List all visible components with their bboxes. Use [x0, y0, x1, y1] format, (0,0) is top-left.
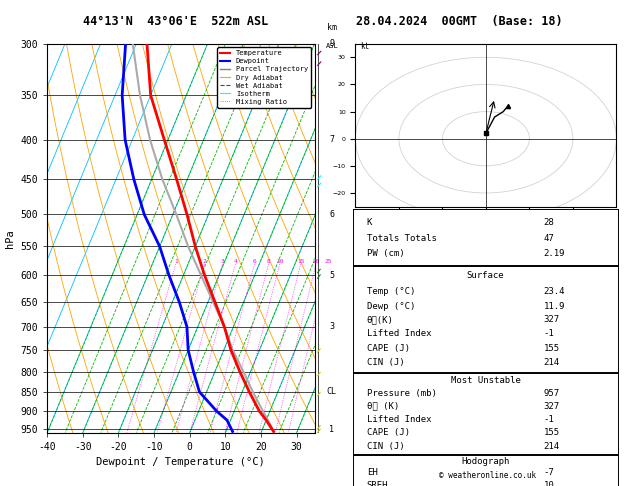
Text: 44°13'N  43°06'E  522m ASL: 44°13'N 43°06'E 522m ASL	[84, 15, 269, 28]
Text: 7: 7	[330, 136, 334, 144]
Text: ASL: ASL	[325, 43, 338, 49]
Text: km: km	[327, 23, 337, 33]
Text: Most Unstable: Most Unstable	[450, 376, 521, 384]
Text: Lifted Index: Lifted Index	[367, 329, 431, 338]
Text: θᴇ (K): θᴇ (K)	[367, 402, 399, 411]
Text: Totals Totals: Totals Totals	[367, 234, 437, 243]
Text: 6: 6	[330, 210, 334, 219]
Text: CL: CL	[327, 387, 337, 397]
Text: -7: -7	[543, 469, 554, 477]
Text: 5: 5	[330, 271, 334, 280]
Text: 155: 155	[543, 344, 560, 353]
Text: 327: 327	[543, 402, 560, 411]
Y-axis label: hPa: hPa	[5, 229, 15, 247]
Text: SREH: SREH	[367, 481, 388, 486]
Text: 1: 1	[330, 425, 334, 434]
Text: Lifted Index: Lifted Index	[367, 415, 431, 424]
Text: 23.4: 23.4	[543, 287, 565, 296]
Text: 1: 1	[174, 259, 177, 264]
Text: kt: kt	[360, 42, 369, 51]
Text: CIN (J): CIN (J)	[367, 442, 404, 451]
Text: 10: 10	[276, 259, 284, 264]
Text: -1: -1	[543, 415, 554, 424]
Text: 47: 47	[543, 234, 554, 243]
Text: 327: 327	[543, 315, 560, 324]
Text: 2.19: 2.19	[543, 249, 565, 258]
Text: 8: 8	[267, 259, 270, 264]
Text: Surface: Surface	[467, 271, 504, 280]
Text: 11.9: 11.9	[543, 302, 565, 311]
Text: 28.04.2024  00GMT  (Base: 18): 28.04.2024 00GMT (Base: 18)	[356, 15, 562, 28]
Text: 2: 2	[203, 259, 206, 264]
Text: PW (cm): PW (cm)	[367, 249, 404, 258]
Text: CIN (J): CIN (J)	[367, 358, 404, 367]
Text: 9: 9	[330, 39, 334, 48]
Legend: Temperature, Dewpoint, Parcel Trajectory, Dry Adiabat, Wet Adiabat, Isotherm, Mi: Temperature, Dewpoint, Parcel Trajectory…	[217, 47, 311, 108]
Text: 3: 3	[220, 259, 224, 264]
Text: 4: 4	[233, 259, 237, 264]
Text: Temp (°C): Temp (°C)	[367, 287, 415, 296]
Text: Pressure (mb): Pressure (mb)	[367, 389, 437, 398]
Text: Dewp (°C): Dewp (°C)	[367, 302, 415, 311]
Text: -1: -1	[543, 329, 554, 338]
Text: CAPE (J): CAPE (J)	[367, 428, 409, 437]
Text: 10: 10	[543, 481, 554, 486]
Text: 214: 214	[543, 442, 560, 451]
X-axis label: Dewpoint / Temperature (°C): Dewpoint / Temperature (°C)	[96, 457, 265, 467]
Text: CAPE (J): CAPE (J)	[367, 344, 409, 353]
Text: 20: 20	[312, 259, 320, 264]
Text: 25: 25	[325, 259, 332, 264]
Text: θᴇ(K): θᴇ(K)	[367, 315, 394, 324]
Text: 155: 155	[543, 428, 560, 437]
Text: 957: 957	[543, 389, 560, 398]
Text: 214: 214	[543, 358, 560, 367]
Text: K: K	[367, 218, 372, 227]
Text: 15: 15	[297, 259, 304, 264]
Text: EH: EH	[367, 469, 377, 477]
Text: © weatheronline.co.uk: © weatheronline.co.uk	[439, 470, 536, 480]
Text: 6: 6	[253, 259, 257, 264]
Text: 3: 3	[330, 323, 334, 331]
Text: 28: 28	[543, 218, 554, 227]
Text: Hodograph: Hodograph	[462, 457, 509, 466]
